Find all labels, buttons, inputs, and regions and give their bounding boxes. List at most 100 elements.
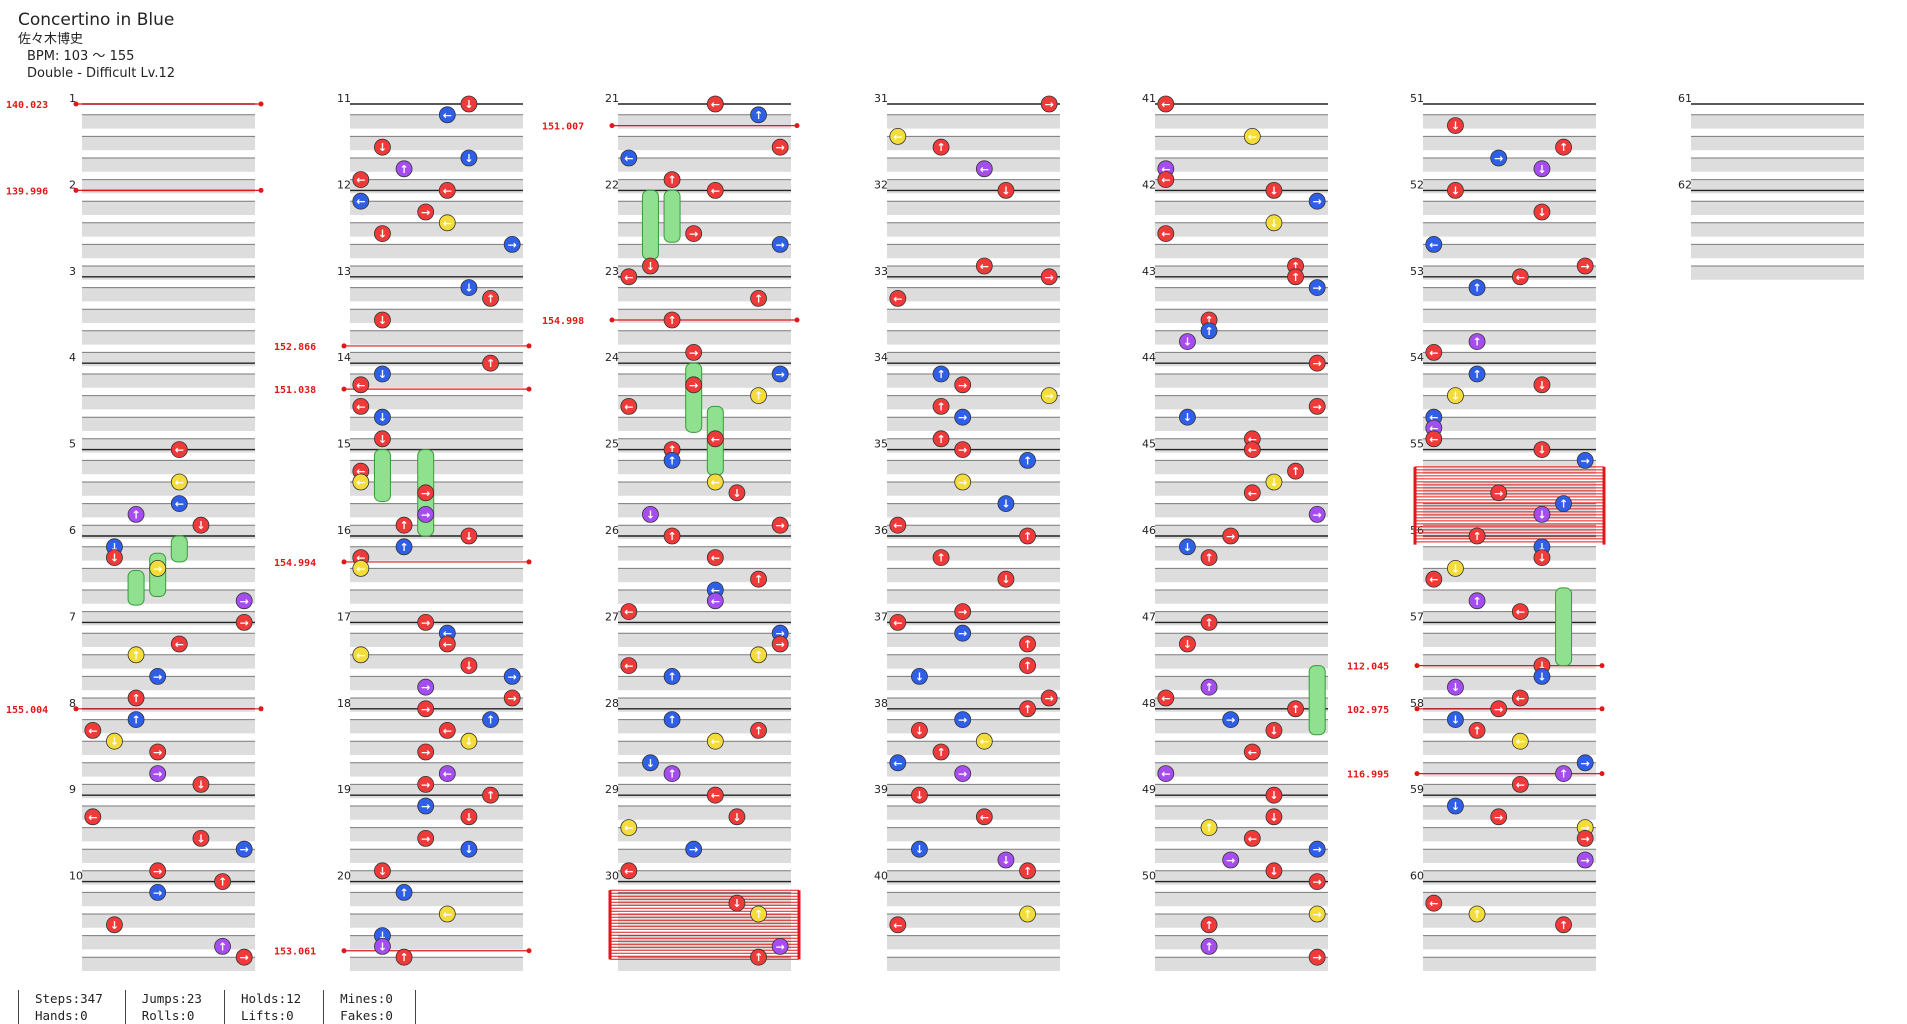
lane-band xyxy=(618,676,791,691)
lane-band xyxy=(1423,352,1596,367)
measure-number: 5 xyxy=(69,438,76,451)
step-arrow-glyph: → xyxy=(689,228,698,241)
lane-band xyxy=(618,244,791,259)
step-arrow-glyph: ↓ xyxy=(732,811,741,824)
step-arrow xyxy=(954,765,972,782)
step-arrow-glyph: ↓ xyxy=(1183,638,1192,651)
step-arrow xyxy=(1447,181,1464,199)
step-arrow xyxy=(728,484,746,502)
step-arrow xyxy=(889,614,907,631)
measure-number: 4 xyxy=(69,351,76,364)
hold-note xyxy=(1308,665,1326,736)
measure-number: 47 xyxy=(1142,610,1156,623)
lane-band xyxy=(618,438,791,453)
step-arrow xyxy=(1265,862,1283,880)
step-arrow xyxy=(106,549,123,566)
step-arrow-glyph: ↑ xyxy=(1204,325,1213,338)
step-arrow-glyph: → xyxy=(958,476,967,489)
stat-jumps: Jumps:23 xyxy=(141,991,202,1006)
hold-note xyxy=(373,449,391,502)
step-arrow xyxy=(1157,171,1175,189)
measure-number: 50 xyxy=(1142,870,1156,883)
step-arrow xyxy=(460,732,478,750)
step-arrow xyxy=(1576,257,1594,275)
step-arrow xyxy=(352,560,370,577)
step-arrow xyxy=(750,948,767,966)
chart-stats: Steps:347 Hands:0 Jumps:23 Rolls:0 Holds… xyxy=(18,990,417,1024)
step-arrow-glyph: → xyxy=(958,379,967,392)
step-arrow xyxy=(1533,203,1551,221)
step-arrow-glyph: → xyxy=(776,141,785,154)
step-arrow-glyph: ↓ xyxy=(196,832,205,845)
step-arrow-glyph: ↑ xyxy=(1204,940,1213,953)
lane-band xyxy=(1691,179,1864,194)
lane-band xyxy=(82,827,255,842)
step-arrow-glyph: → xyxy=(1313,508,1322,521)
lane-band xyxy=(1155,482,1328,496)
lane-band xyxy=(82,201,255,215)
step-arrow-glyph: ↓ xyxy=(1001,573,1010,586)
step-arrow-glyph: → xyxy=(153,746,162,759)
step-arrow-glyph: ↓ xyxy=(646,260,655,273)
step-arrow xyxy=(417,830,435,847)
lane-band xyxy=(1423,590,1596,604)
stat-holds: Holds:12 xyxy=(240,991,302,1006)
step-arrow-glyph: → xyxy=(421,832,430,845)
step-arrow xyxy=(1533,668,1551,685)
step-arrow-glyph: → xyxy=(1313,951,1322,964)
measure-number: 37 xyxy=(874,610,888,623)
step-arrow-glyph: → xyxy=(1494,487,1503,500)
step-arrow-glyph: → xyxy=(958,411,967,424)
step-arrow xyxy=(1511,603,1529,620)
lane-band xyxy=(887,633,1060,647)
step-arrow-glyph: → xyxy=(958,714,967,727)
step-arrow xyxy=(170,441,188,459)
lane-band xyxy=(350,827,523,842)
step-arrow xyxy=(170,635,188,653)
lane-band xyxy=(887,762,1060,777)
lane-band xyxy=(82,244,255,259)
lane-band xyxy=(1691,158,1864,172)
step-arrow-glyph: ↑ xyxy=(218,876,227,889)
step-arrow-glyph: ↑ xyxy=(1472,530,1481,543)
step-arrow xyxy=(975,160,993,178)
step-arrow xyxy=(417,797,435,815)
step-arrow-glyph: → xyxy=(421,800,430,813)
step-arrow-glyph: → xyxy=(421,746,430,759)
bpm-marker-dot xyxy=(609,123,615,129)
step-arrow xyxy=(954,473,972,491)
step-arrow xyxy=(706,732,724,750)
lane-band xyxy=(887,460,1060,475)
step-arrow xyxy=(750,106,767,124)
step-arrow xyxy=(1157,225,1175,243)
step-arrow-glyph: → xyxy=(1226,530,1235,543)
step-arrow-glyph: ↓ xyxy=(464,811,473,824)
step-arrow-glyph: → xyxy=(1581,454,1590,467)
lane-band xyxy=(350,201,523,215)
lane-band xyxy=(350,330,523,345)
lane-band xyxy=(1155,784,1328,799)
step-arrow-glyph: → xyxy=(689,843,698,856)
step-arrow xyxy=(1287,700,1304,718)
lane-band xyxy=(1155,309,1328,323)
step-arrow xyxy=(706,786,724,804)
measure-number: 32 xyxy=(874,178,888,191)
step-arrow xyxy=(192,776,210,793)
lane-band xyxy=(618,374,791,388)
step-arrow xyxy=(932,743,950,761)
step-arrow-glyph: ↓ xyxy=(1183,541,1192,554)
step-arrow-glyph: → xyxy=(421,616,430,629)
step-arrow-glyph: ← xyxy=(1248,444,1257,457)
bpm-marker-dot xyxy=(1599,771,1605,777)
step-arrow-glyph: → xyxy=(958,768,967,781)
step-arrow xyxy=(395,884,413,901)
step-arrow xyxy=(706,592,724,610)
lane-band xyxy=(1423,957,1596,971)
step-arrow-glyph: ↓ xyxy=(378,368,387,381)
lane-band xyxy=(887,590,1060,604)
lane-band xyxy=(887,114,1060,129)
step-arrow-glyph: ↑ xyxy=(1023,638,1032,651)
lane-band xyxy=(887,222,1060,237)
measure-number: 53 xyxy=(1410,265,1424,278)
lane-band xyxy=(1423,114,1596,129)
